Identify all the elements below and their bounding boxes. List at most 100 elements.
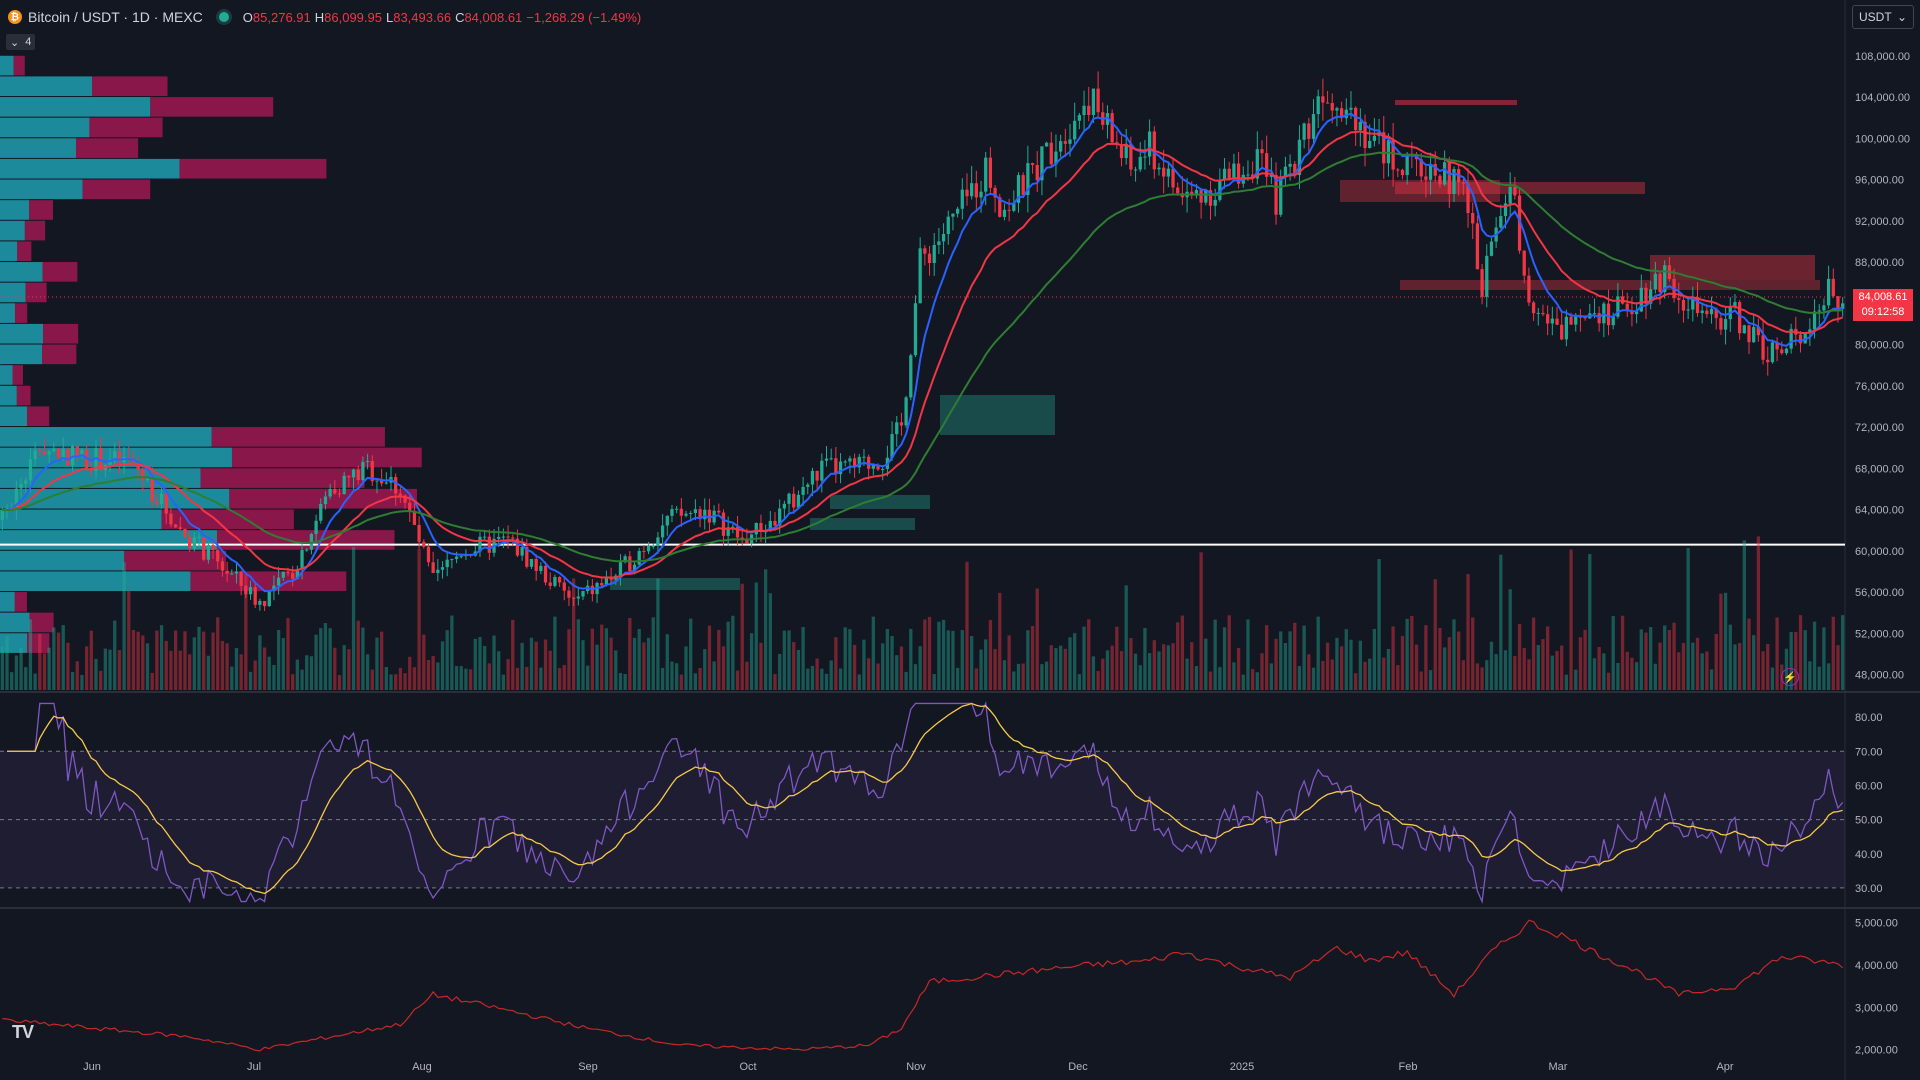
volume-bar: [1649, 627, 1653, 690]
candle-body: [173, 524, 178, 528]
volume-bar: [689, 618, 693, 690]
volume-bar: [113, 620, 117, 690]
candle-body: [829, 458, 833, 460]
candle-body: [1723, 319, 1728, 330]
volume-bar: [230, 666, 234, 690]
candle-body: [1339, 108, 1344, 119]
indicator-tick-label: 5,000.00: [1855, 918, 1898, 930]
candle-body: [960, 189, 964, 209]
volume-bar: [1386, 649, 1391, 690]
volume-bar: [1611, 616, 1615, 690]
candle-body: [562, 582, 566, 591]
volume-bar: [946, 630, 950, 690]
volume-bar: [1087, 619, 1091, 690]
volume-bar: [1344, 629, 1348, 690]
candle-body: [670, 509, 674, 516]
volume-bar: [394, 674, 398, 690]
volume-profile-bar-down: [75, 138, 139, 158]
volume-bar: [1597, 647, 1601, 690]
volume-bar: [1719, 593, 1723, 690]
candle-body: [721, 512, 726, 536]
candle-body: [1073, 120, 1077, 140]
time-tick-label: Oct: [739, 1061, 756, 1073]
candle-body: [454, 556, 459, 560]
volume-bar: [361, 627, 365, 690]
volume-bar: [188, 654, 192, 690]
candle-body: [646, 546, 651, 552]
candle-body: [234, 571, 239, 574]
candle-body: [520, 547, 524, 556]
volume-bar: [1260, 653, 1264, 690]
volume-bar: [1550, 655, 1554, 690]
volume-profile-bar-up: [0, 76, 93, 97]
volume-bar: [1232, 662, 1236, 690]
candle-body: [1555, 318, 1559, 325]
candle-body: [571, 597, 576, 599]
volume-bar: [1555, 650, 1559, 690]
time-tick-label: Aug: [412, 1061, 432, 1073]
candle-body: [1428, 164, 1433, 180]
candle-body: [56, 448, 61, 458]
candle-body: [300, 550, 304, 570]
price-tick-label: 96,000.00: [1855, 175, 1904, 187]
zone-box: [830, 495, 930, 509]
volume-bar: [1527, 659, 1531, 690]
currency-select[interactable]: USDT ⌄: [1852, 5, 1914, 29]
candle-body: [258, 600, 262, 605]
lightning-icon[interactable]: ⚡: [1781, 668, 1799, 686]
candle-body: [1742, 325, 1746, 334]
tradingview-logo[interactable]: TV: [12, 1022, 34, 1042]
volume-bar: [1218, 667, 1222, 690]
volume-bar: [1503, 650, 1508, 690]
zone-box: [1400, 280, 1820, 290]
candle-body: [778, 508, 782, 526]
volume-bar: [1246, 619, 1250, 690]
candle-body: [202, 536, 206, 560]
volume-bar: [1536, 645, 1540, 690]
candle-body: [1344, 109, 1348, 119]
candle-body: [1208, 190, 1213, 206]
volume-bar: [525, 666, 529, 690]
candle-body: [28, 459, 33, 481]
candle-body: [380, 480, 384, 484]
volume-bar: [380, 631, 384, 690]
candle-body: [1363, 121, 1367, 148]
candle-body: [1583, 317, 1587, 319]
indicator-count: 4: [25, 36, 32, 48]
volume-bar: [1302, 625, 1306, 690]
candle-body: [24, 480, 28, 484]
volume-bar: [918, 646, 922, 690]
rsi-line: [7, 700, 1844, 905]
candle-body: [272, 585, 276, 592]
candle-body: [782, 503, 786, 509]
volume-bar: [183, 631, 187, 690]
volume-bar: [660, 667, 665, 690]
candle-body: [197, 536, 201, 538]
volume-bar: [1737, 643, 1742, 690]
candle-body: [792, 493, 796, 508]
volume-bar: [646, 637, 651, 690]
volume-bar: [684, 646, 688, 690]
candle-body: [820, 460, 824, 481]
volume-bar: [1372, 628, 1377, 690]
volume-bar: [1794, 632, 1798, 690]
volume-bar: [1241, 674, 1245, 690]
candle-body: [1236, 163, 1241, 184]
volume-bar: [94, 658, 98, 690]
volume-bar: [735, 670, 740, 690]
candle-body: [1419, 159, 1423, 177]
volume-bar: [38, 633, 42, 690]
volume-bar: [1466, 574, 1470, 690]
volume-bar: [403, 673, 407, 690]
indicators-toggle-button[interactable]: ⌄ 4: [6, 34, 36, 50]
rsi-tick-label: 30.00: [1855, 883, 1883, 895]
volume-bar: [974, 668, 978, 690]
candle-body: [478, 536, 482, 552]
volume-bar: [389, 674, 393, 690]
candle-body: [651, 545, 655, 547]
volume-bar: [202, 631, 206, 690]
volume-profile-bar-up: [0, 179, 83, 200]
volume-bar: [571, 578, 576, 690]
symbol-title[interactable]: Bitcoin / USDT · 1D · MEXC: [28, 9, 203, 25]
